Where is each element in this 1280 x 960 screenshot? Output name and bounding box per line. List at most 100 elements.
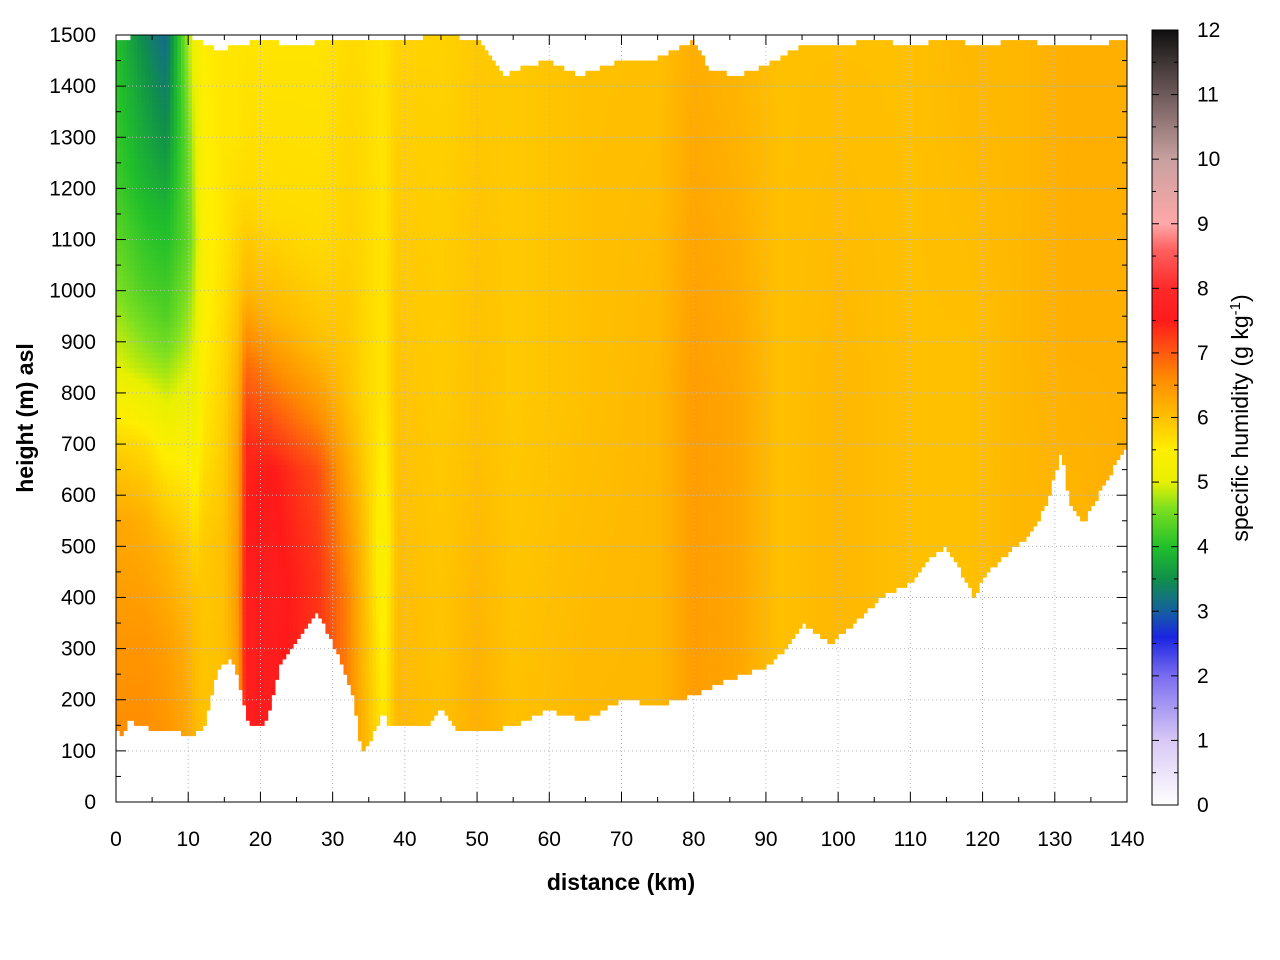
heatmap-cell [206,112,210,118]
heatmap-cell [167,163,171,169]
heatmap-cell [210,480,214,486]
heatmap-cell [228,224,232,230]
heatmap-cell [181,511,185,517]
heatmap-cell [199,275,203,281]
heatmap-cell [177,209,181,215]
heatmap-cell [250,526,254,532]
heatmap-cell [210,485,214,491]
heatmap-cell [145,413,149,419]
heatmap-cell [235,132,239,138]
heatmap-cell [217,163,221,169]
heatmap-cell [246,316,250,322]
heatmap-cell [149,454,153,460]
heatmap-cell [130,546,134,552]
heatmap-cell [185,562,189,568]
heatmap-cell [177,393,181,399]
heatmap-cell [156,505,160,511]
heatmap-cell [210,352,214,358]
heatmap-cell [156,424,160,430]
heatmap-cell [138,444,142,450]
heatmap-cell [217,562,221,568]
heatmap-cell [127,521,131,527]
heatmap-cell [167,459,171,465]
heatmap-cell [224,413,228,419]
heatmap-cell [141,229,145,235]
heatmap-cell [228,250,232,256]
heatmap-cell [199,649,203,655]
heatmap-cell [127,188,131,194]
heatmap-cell [246,516,250,522]
heatmap-cell [167,551,171,557]
heatmap-cell [210,357,214,363]
heatmap-cell [127,50,131,56]
heatmap-cell [181,367,185,373]
heatmap-cell [199,485,203,491]
heatmap-cell [206,398,210,404]
heatmap-cell [149,434,153,440]
heatmap-cell [167,199,171,205]
heatmap-cell [195,720,199,726]
heatmap-cell [120,603,124,609]
heatmap-cell [123,362,127,368]
heatmap-cell [185,582,189,588]
heatmap-cell [167,582,171,588]
heatmap-cell [138,577,142,583]
heatmap-cell [246,700,250,706]
heatmap-cell [210,55,214,61]
heatmap-cell [210,500,214,506]
heatmap-cell [149,326,153,332]
heatmap-cell [170,66,174,72]
heatmap-cell [145,127,149,133]
heatmap-cell [127,557,131,563]
heatmap-cell [246,393,250,399]
heatmap-cell [213,541,217,547]
heatmap-cell [123,342,127,348]
heatmap-cell [210,86,214,92]
heatmap-cell [167,311,171,317]
heatmap-cell [145,618,149,624]
heatmap-cell [174,705,178,711]
heatmap-cell [152,265,156,271]
heatmap-cell [213,147,217,153]
heatmap-cell [188,485,192,491]
heatmap-cell [224,449,228,455]
heatmap-cell [141,50,145,56]
heatmap-cell [221,50,225,56]
heatmap-cell [232,480,236,486]
heatmap-cell [149,137,153,143]
heatmap-cell [116,250,120,256]
heatmap-cell [123,137,127,143]
heatmap-cell [188,66,192,72]
heatmap-cell [177,465,181,471]
heatmap-cell [239,664,243,670]
heatmap-cell [199,659,203,665]
heatmap-cell [203,623,207,629]
heatmap-cell [167,511,171,517]
heatmap-cell [120,163,124,169]
heatmap-cell [116,408,120,414]
heatmap-cell [192,623,196,629]
heatmap-cell [156,613,160,619]
heatmap-cell [224,628,228,634]
heatmap-cell [210,178,214,184]
heatmap-cell [116,117,120,123]
heatmap-cell [130,613,134,619]
heatmap-cell [116,178,120,184]
heatmap-cell [242,101,246,107]
heatmap-cell [232,296,236,302]
heatmap-cell [170,357,174,363]
heatmap-cell [235,214,239,220]
heatmap-cell [185,275,189,281]
heatmap-cell [250,572,254,578]
heatmap-cell [203,321,207,327]
heatmap-cell [127,66,131,72]
heatmap-cell [195,378,199,384]
heatmap-cell [134,40,138,46]
heatmap-cell [203,153,207,159]
heatmap-cell [163,260,167,266]
heatmap-cell [239,107,243,113]
heatmap-cell [177,577,181,583]
heatmap-cell [123,45,127,51]
heatmap-cell [170,61,174,67]
heatmap-cell [192,669,196,675]
